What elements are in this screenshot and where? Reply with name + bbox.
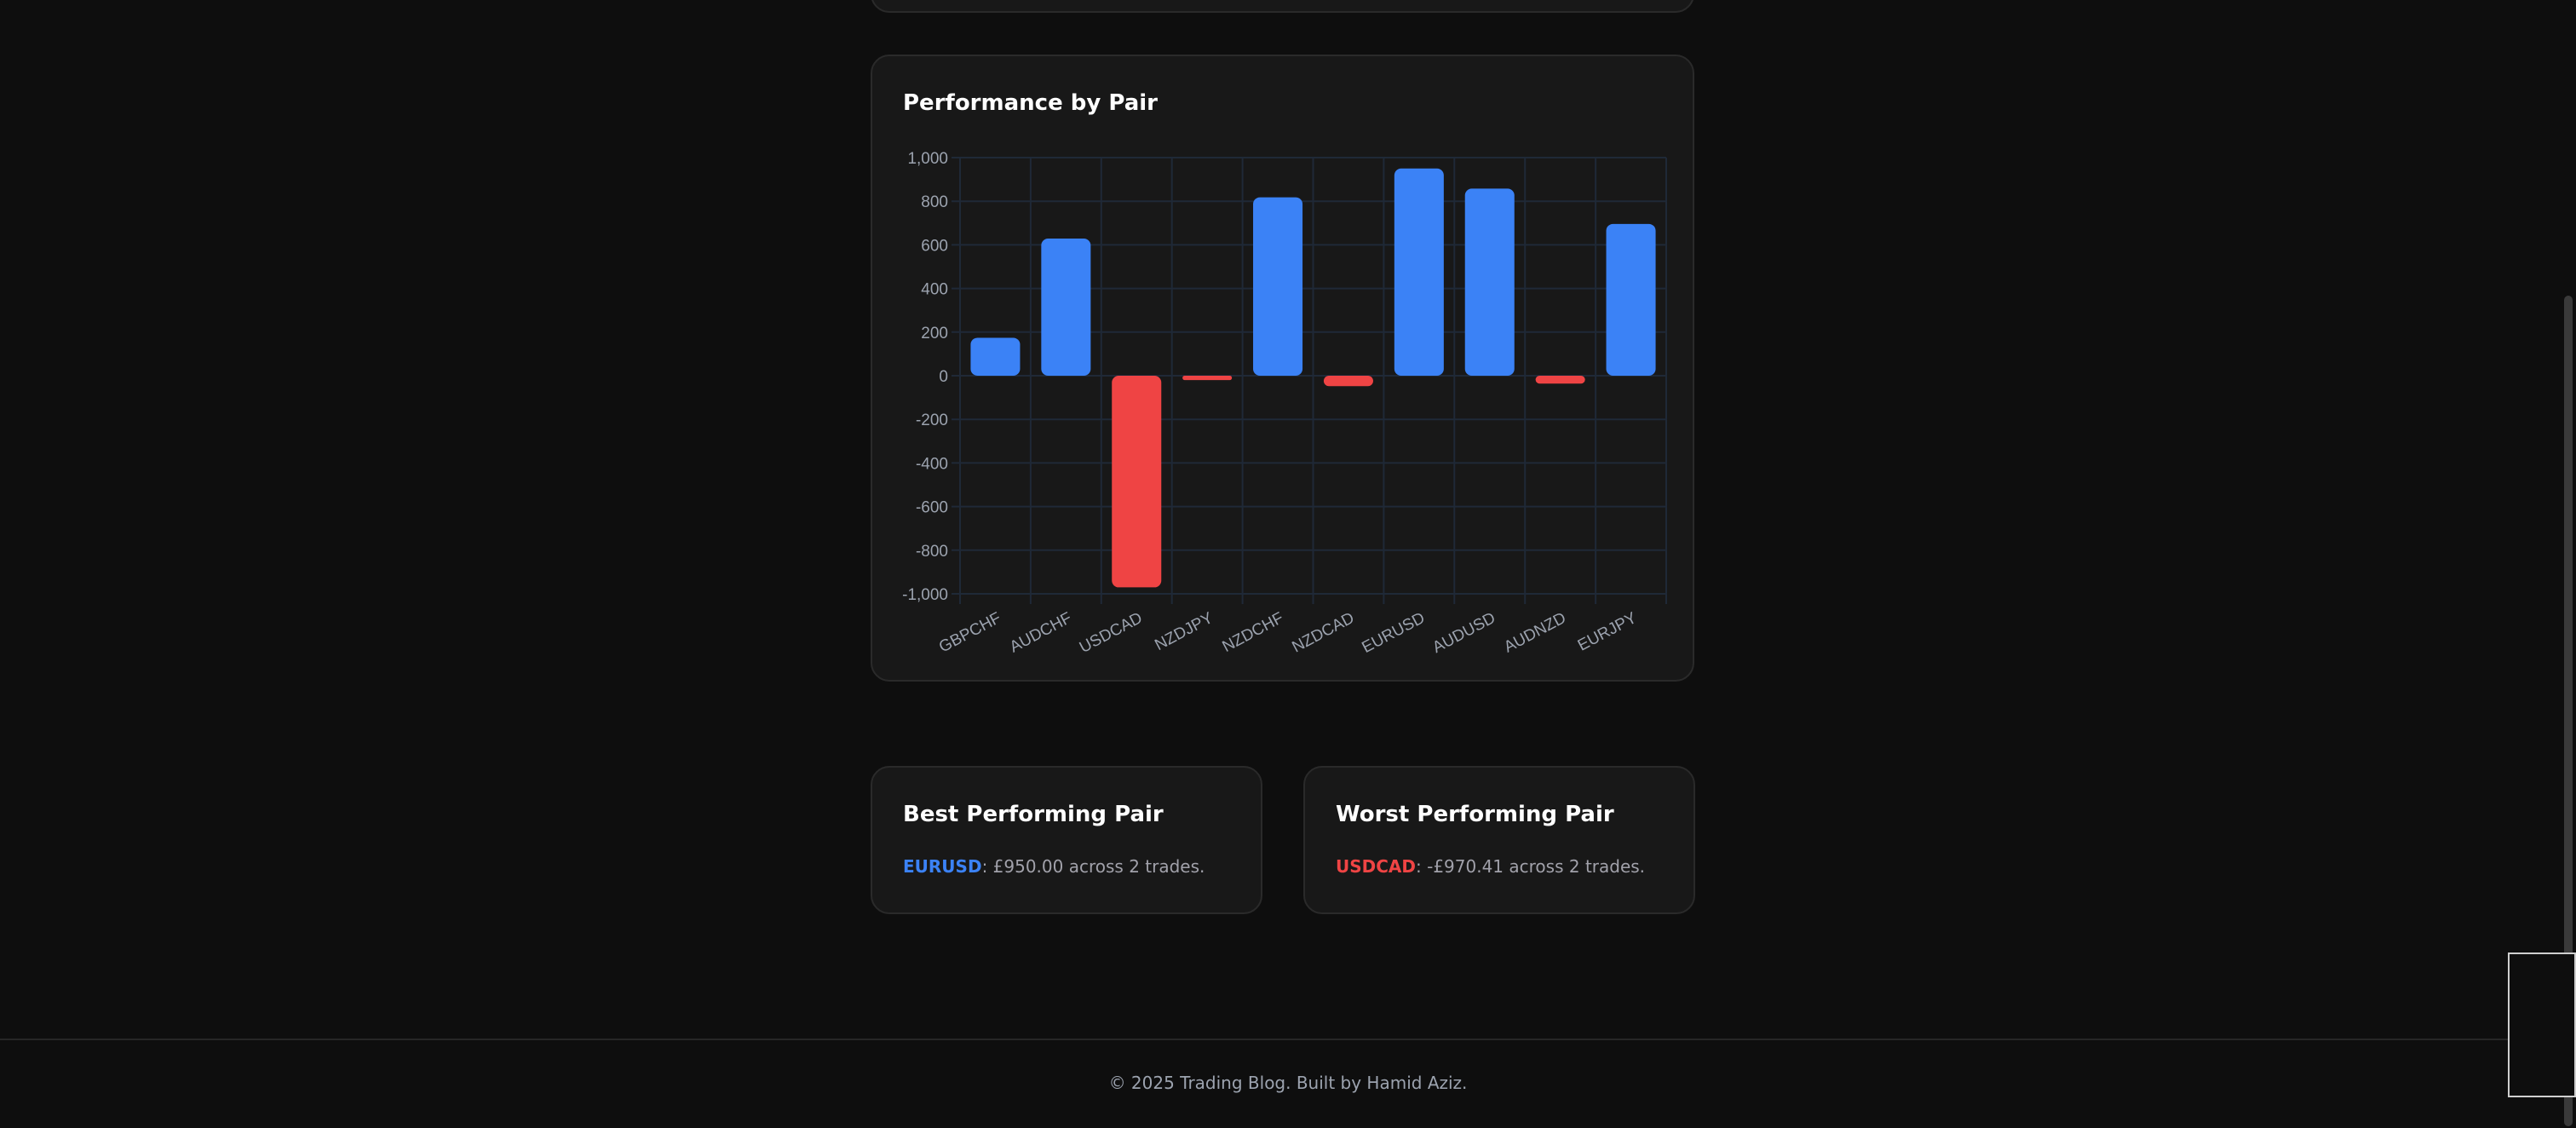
x-tick-label: EURUSD [1359, 609, 1428, 657]
bar-audnzd [1535, 376, 1585, 384]
y-tick-label: -1,000 [902, 586, 948, 604]
best-pair-title: Best Performing Pair [903, 802, 1164, 827]
worst-pair-name: USDCAD [1336, 856, 1417, 877]
x-tick-label: AUDUSD [1429, 609, 1498, 657]
bar-nzdjpy [1182, 376, 1233, 381]
x-tick-label: NZDCHF [1220, 609, 1287, 656]
y-tick-label: -800 [916, 543, 948, 561]
worst-pair-summary: USDCAD: -£970.41 across 2 trades. [1336, 856, 1645, 877]
bar-audusd [1464, 188, 1515, 376]
best-pair-name: EURUSD [903, 856, 982, 877]
scrollbar-thumb[interactable] [2564, 296, 2573, 1126]
bar-audchf [1041, 238, 1091, 376]
worst-pair-title: Worst Performing Pair [1336, 802, 1614, 827]
bar-gbpchf [970, 337, 1021, 376]
x-tick-label: AUDCHF [1007, 609, 1075, 657]
performance-bar-chart: 1,000 800 600 400 200 0 -200 -400 -600 -800 -1,000… [902, 150, 1667, 657]
bar-eurjpy [1606, 223, 1656, 376]
x-tick-label: AUDNZD [1501, 609, 1569, 657]
bar-usdcad [1112, 376, 1162, 588]
footer: © 2025 Trading Blog. Built by Hamid Aziz… [0, 1039, 2576, 1128]
performance-chart-card: Performance by Pair 1,000 800 600 400 200 0 -2… [871, 55, 1694, 682]
y-tick-label: 400 [921, 281, 948, 299]
x-tick-label: USDCAD [1077, 609, 1146, 657]
overlay-widget [2508, 952, 2576, 1097]
y-tick-label: 600 [921, 237, 948, 255]
x-tick-label: NZDCAD [1290, 609, 1358, 657]
bar-nzdcad [1323, 376, 1373, 387]
x-tick-label: NZDJPY [1152, 609, 1216, 654]
y-tick-label: -200 [916, 411, 948, 429]
bar-nzdchf [1253, 197, 1303, 376]
y-tick-label: 200 [921, 325, 948, 342]
best-pair-card: Best Performing Pair EURUSD: £950.00 acr… [871, 766, 1262, 914]
x-tick-label: EURJPY [1575, 609, 1640, 655]
bar-eurusd [1394, 168, 1444, 376]
y-tick-label: 800 [921, 193, 948, 211]
worst-pair-detail: : -£970.41 across 2 trades. [1416, 856, 1646, 877]
worst-pair-card: Worst Performing Pair USDCAD: -£970.41 a… [1303, 766, 1695, 914]
best-pair-detail: : £950.00 across 2 trades. [981, 856, 1205, 877]
footer-text: © 2025 Trading Blog. Built by Hamid Aziz… [1108, 1073, 1468, 1093]
chart-title: Performance by Pair [903, 90, 1158, 116]
previous-card [871, 0, 1694, 13]
y-tick-label: -400 [916, 455, 948, 473]
best-pair-summary: EURUSD: £950.00 across 2 trades. [903, 856, 1205, 877]
y-tick-label: -600 [916, 499, 948, 517]
y-tick-label: 1,000 [907, 150, 948, 168]
scrollbar[interactable] [2557, 0, 2576, 1126]
y-tick-label: 0 [939, 368, 948, 386]
x-tick-label: GBPCHF [936, 609, 1004, 657]
